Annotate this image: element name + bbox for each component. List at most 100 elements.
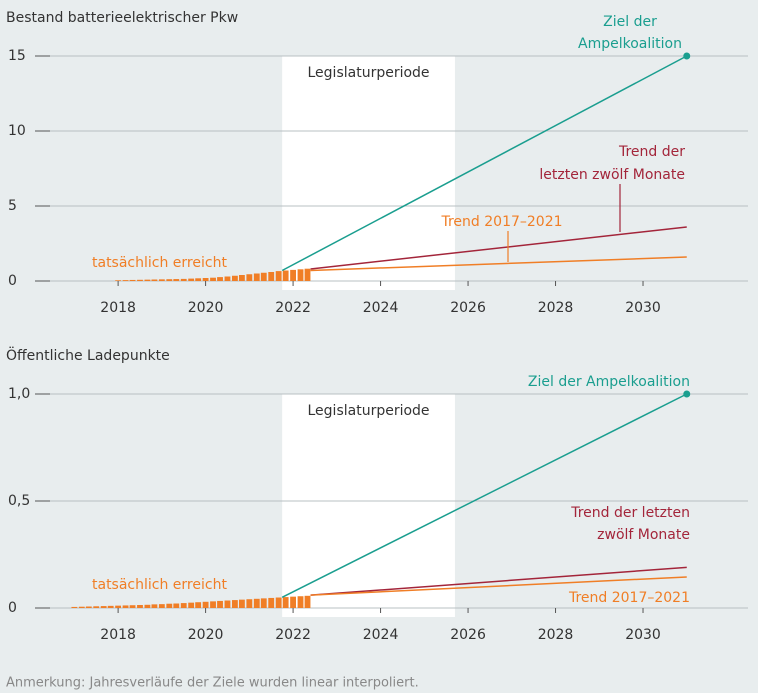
- y-tick-label: 15: [8, 48, 26, 64]
- y-tick-label: 0,5: [8, 493, 30, 509]
- series-label: Trend der letzten: [570, 505, 690, 521]
- series-line: [310, 256, 687, 272]
- bar: [93, 606, 100, 608]
- bar: [166, 279, 173, 281]
- bar: [137, 605, 143, 608]
- bar: [129, 279, 136, 281]
- series-label: tatsächlich erreicht: [92, 255, 227, 271]
- bar: [158, 604, 165, 608]
- series-line: [281, 393, 688, 598]
- bar: [238, 275, 245, 281]
- bar: [246, 274, 253, 281]
- x-tick-label: 2030: [625, 300, 661, 316]
- x-tick-label: 2022: [275, 300, 311, 316]
- series-label: Ziel der: [603, 14, 657, 30]
- bar: [260, 272, 267, 281]
- bar: [290, 269, 296, 281]
- footnote: Anmerkung: Jahresverläufe der Ziele wurd…: [6, 676, 419, 691]
- bar: [304, 268, 311, 281]
- bar: [195, 278, 202, 281]
- bar: [260, 598, 267, 608]
- bar: [238, 599, 245, 608]
- bar: [297, 596, 304, 608]
- y-tick-label: 1,0: [8, 386, 30, 402]
- bar: [180, 278, 187, 281]
- bar: [129, 605, 136, 608]
- bar: [275, 271, 282, 281]
- bar: [122, 605, 129, 608]
- end-marker: [683, 52, 691, 60]
- bar: [202, 601, 209, 608]
- bar: [115, 605, 122, 608]
- bar: [188, 278, 195, 281]
- bar: [297, 269, 304, 281]
- series-label: zwölf Monate: [597, 527, 690, 543]
- x-tick-label: 2026: [450, 627, 486, 643]
- bar: [231, 600, 238, 608]
- bar: [180, 603, 187, 608]
- bar: [188, 602, 195, 608]
- series-line: [281, 55, 688, 272]
- x-tick-label: 2028: [538, 300, 574, 316]
- series-label: Ziel der Ampelkoalition: [528, 374, 690, 390]
- series-label: letzten zwölf Monate: [539, 167, 685, 183]
- bar: [268, 272, 275, 281]
- bar: [151, 604, 158, 608]
- band-label: Legislaturperiode: [308, 65, 430, 81]
- bar: [115, 280, 122, 281]
- bar: [173, 603, 180, 608]
- x-tick-label: 2024: [363, 300, 399, 316]
- bar: [304, 595, 311, 608]
- bar: [217, 277, 223, 281]
- bar: [224, 600, 231, 608]
- bar: [144, 604, 151, 608]
- bar: [282, 597, 289, 608]
- series-line: [310, 576, 687, 596]
- bar: [173, 279, 180, 281]
- bar: [210, 601, 216, 608]
- bar: [202, 278, 209, 281]
- bar: [268, 597, 275, 608]
- bar: [217, 600, 223, 608]
- x-tick-label: 2024: [363, 627, 399, 643]
- bar: [85, 606, 92, 608]
- bar: [195, 602, 202, 608]
- bar: [107, 605, 114, 608]
- series-label: Trend 2017–2021: [568, 590, 690, 606]
- bar: [151, 279, 158, 281]
- series-label: Trend der: [618, 144, 685, 160]
- bar: [71, 606, 78, 608]
- series-label: tatsächlich erreicht: [92, 577, 227, 593]
- bar: [275, 597, 282, 608]
- bar: [137, 279, 143, 281]
- series-line: [310, 566, 687, 596]
- bar: [166, 603, 173, 608]
- x-tick-label: 2028: [538, 627, 574, 643]
- bar: [246, 599, 253, 608]
- x-tick-label: 2020: [188, 627, 224, 643]
- end-marker: [683, 390, 691, 398]
- bar: [290, 596, 296, 608]
- series-line: [310, 226, 687, 270]
- bar: [158, 279, 165, 281]
- bar: [100, 606, 107, 608]
- legislature-band: [282, 56, 455, 290]
- bar: [224, 276, 231, 281]
- panel-title: Öffentliche Ladepunkte: [6, 346, 170, 364]
- x-tick-label: 2026: [450, 300, 486, 316]
- bar: [144, 279, 151, 281]
- legislature-band: [282, 394, 455, 617]
- y-tick-label: 10: [8, 123, 26, 139]
- x-tick-label: 2030: [625, 627, 661, 643]
- y-tick-label: 5: [8, 198, 17, 214]
- series-label: Ampelkoalition: [578, 36, 682, 52]
- bar: [210, 277, 216, 281]
- series-label: Trend 2017–2021: [440, 214, 562, 230]
- y-tick-label: 0: [8, 273, 17, 289]
- bar: [253, 273, 260, 281]
- bar: [231, 275, 238, 281]
- x-tick-label: 2018: [100, 300, 136, 316]
- bar: [122, 280, 129, 281]
- x-tick-label: 2020: [188, 300, 224, 316]
